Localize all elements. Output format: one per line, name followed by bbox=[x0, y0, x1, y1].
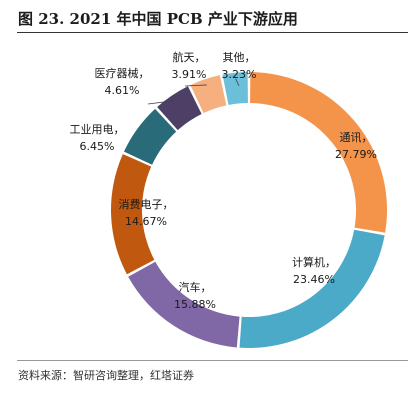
donut-slice-6 bbox=[190, 75, 227, 114]
donut-slices bbox=[111, 72, 387, 348]
slice-labels: 通讯， 27.79% 计算机， 23.46% 汽车， 15.88% 消费电子， 14.67% 工… bbox=[70, 50, 377, 311]
source-divider bbox=[17, 360, 408, 361]
slice-value-label-7: 3.23% bbox=[222, 68, 257, 81]
slice-category-label-5: 医疗器械， bbox=[95, 66, 150, 80]
slice-value-label-5: 4.61% bbox=[105, 84, 140, 97]
leader-line-5 bbox=[147, 100, 176, 105]
donut-slice-2 bbox=[128, 261, 240, 348]
slice-category-label-2: 汽车， bbox=[179, 280, 212, 294]
slice-value-label-2: 15.88% bbox=[174, 298, 216, 311]
slice-value-label-3: 14.67% bbox=[125, 215, 167, 228]
slice-category-label-7: 其他， bbox=[223, 51, 256, 64]
slice-value-label-4: 6.45% bbox=[80, 140, 115, 153]
slice-category-label-3: 消费电子， bbox=[119, 197, 174, 211]
donut-slice-7 bbox=[222, 72, 248, 105]
donut-slice-0 bbox=[250, 72, 387, 233]
title-divider bbox=[17, 32, 408, 33]
donut-slice-3 bbox=[111, 154, 155, 275]
slice-category-label-4: 工业用电， bbox=[70, 123, 125, 136]
slice-category-label-0: 通讯， bbox=[340, 131, 373, 144]
donut-slice-1 bbox=[239, 229, 385, 348]
donut-slice-5 bbox=[157, 86, 202, 131]
donut-slice-4 bbox=[123, 108, 177, 165]
slice-value-label-1: 23.46% bbox=[293, 273, 335, 286]
page-title: 图 23. 2021 年中国 PCB 产业下游应用 bbox=[18, 10, 298, 28]
leader-line-7 bbox=[235, 78, 240, 87]
slice-value-label-0: 27.79% bbox=[335, 148, 377, 161]
donut-chart: 通讯， 27.79% 计算机， 23.46% 汽车， 15.88% 消费电子， 14.67% 工… bbox=[70, 50, 387, 348]
slice-category-label-1: 计算机， bbox=[292, 255, 336, 269]
leader-line-6 bbox=[184, 84, 207, 87]
leader-lines bbox=[147, 78, 240, 105]
slice-category-label-6: 航天， bbox=[173, 50, 206, 64]
slice-value-label-6: 3.91% bbox=[172, 68, 207, 81]
source-note: 资料来源：智研咨询整理，红塔证券 bbox=[18, 369, 194, 382]
